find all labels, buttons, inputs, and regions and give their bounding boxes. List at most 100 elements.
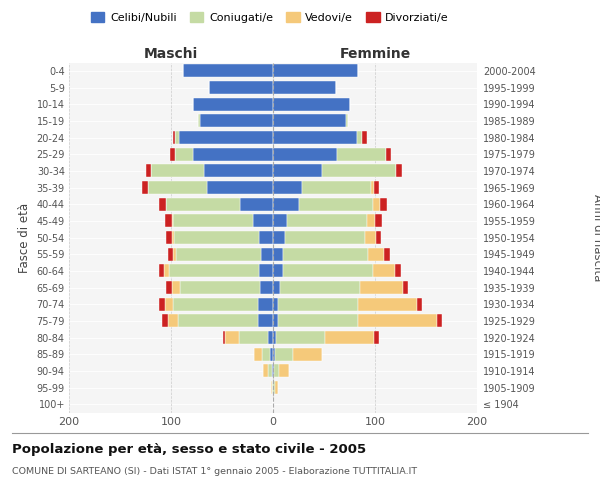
Bar: [273, 381, 275, 394]
Bar: [175, 131, 179, 144]
Bar: [166, 281, 172, 294]
Bar: [376, 231, 381, 244]
Bar: [142, 181, 148, 194]
Bar: [209, 81, 273, 94]
Bar: [273, 348, 275, 360]
Bar: [168, 248, 173, 260]
Bar: [258, 298, 273, 310]
Bar: [273, 64, 358, 78]
Bar: [148, 181, 206, 194]
Bar: [358, 298, 417, 310]
Bar: [437, 314, 442, 328]
Text: Popolazione per età, sesso e stato civile - 2005: Popolazione per età, sesso e stato civil…: [12, 442, 366, 456]
Bar: [273, 181, 302, 194]
Bar: [273, 114, 346, 128]
Bar: [373, 198, 380, 210]
Bar: [263, 364, 268, 378]
Bar: [225, 331, 239, 344]
Bar: [358, 314, 437, 328]
Bar: [397, 164, 401, 177]
Bar: [273, 364, 274, 378]
Bar: [183, 64, 273, 78]
Bar: [271, 381, 272, 394]
Bar: [346, 114, 349, 128]
Bar: [180, 281, 260, 294]
Bar: [374, 331, 379, 344]
Bar: [374, 181, 379, 194]
Bar: [273, 331, 276, 344]
Bar: [273, 98, 349, 110]
Bar: [273, 148, 337, 160]
Bar: [367, 214, 375, 228]
Bar: [169, 264, 259, 278]
Bar: [176, 248, 261, 260]
Bar: [283, 264, 373, 278]
Bar: [168, 314, 178, 328]
Bar: [146, 164, 151, 177]
Bar: [278, 314, 358, 328]
Bar: [299, 198, 373, 210]
Bar: [272, 364, 273, 378]
Bar: [206, 181, 273, 194]
Bar: [259, 231, 273, 244]
Bar: [173, 298, 258, 310]
Bar: [322, 164, 397, 177]
Bar: [356, 131, 362, 144]
Bar: [275, 348, 293, 360]
Bar: [165, 214, 172, 228]
Bar: [239, 331, 268, 344]
Bar: [197, 114, 200, 128]
Bar: [373, 264, 395, 278]
Bar: [302, 181, 371, 194]
Bar: [417, 298, 422, 310]
Bar: [380, 198, 387, 210]
Bar: [203, 164, 273, 177]
Bar: [371, 181, 374, 194]
Legend: Celibi/Nubili, Coniugati/e, Vedovi/e, Divorziati/e: Celibi/Nubili, Coniugati/e, Vedovi/e, Di…: [87, 8, 453, 28]
Bar: [162, 314, 168, 328]
Bar: [273, 281, 280, 294]
Bar: [279, 364, 289, 378]
Bar: [268, 331, 273, 344]
Bar: [172, 231, 174, 244]
Bar: [272, 381, 273, 394]
Bar: [278, 298, 358, 310]
Bar: [360, 281, 403, 294]
Bar: [258, 314, 273, 328]
Bar: [193, 148, 273, 160]
Y-axis label: Fasce di età: Fasce di età: [18, 202, 31, 272]
Bar: [173, 131, 175, 144]
Bar: [293, 348, 322, 360]
Bar: [273, 81, 336, 94]
Bar: [254, 348, 262, 360]
Bar: [384, 248, 391, 260]
Bar: [375, 214, 382, 228]
Bar: [173, 214, 253, 228]
Bar: [273, 264, 283, 278]
Bar: [368, 248, 384, 260]
Bar: [159, 298, 165, 310]
Bar: [273, 298, 278, 310]
Bar: [151, 164, 203, 177]
Bar: [165, 298, 173, 310]
Bar: [395, 264, 401, 278]
Text: Anni di nascita: Anni di nascita: [590, 194, 600, 281]
Bar: [175, 148, 193, 160]
Bar: [260, 281, 273, 294]
Bar: [268, 364, 272, 378]
Bar: [285, 231, 365, 244]
Bar: [172, 281, 180, 294]
Bar: [270, 348, 273, 360]
Bar: [273, 198, 299, 210]
Bar: [273, 131, 356, 144]
Bar: [259, 264, 273, 278]
Bar: [173, 248, 176, 260]
Bar: [178, 314, 258, 328]
Bar: [283, 248, 368, 260]
Bar: [253, 214, 273, 228]
Bar: [273, 314, 278, 328]
Text: COMUNE DI SARTEANO (SI) - Dati ISTAT 1° gennaio 2005 - Elaborazione TUTTITALIA.I: COMUNE DI SARTEANO (SI) - Dati ISTAT 1° …: [12, 468, 417, 476]
Bar: [261, 248, 273, 260]
Bar: [200, 114, 273, 128]
Bar: [362, 131, 367, 144]
